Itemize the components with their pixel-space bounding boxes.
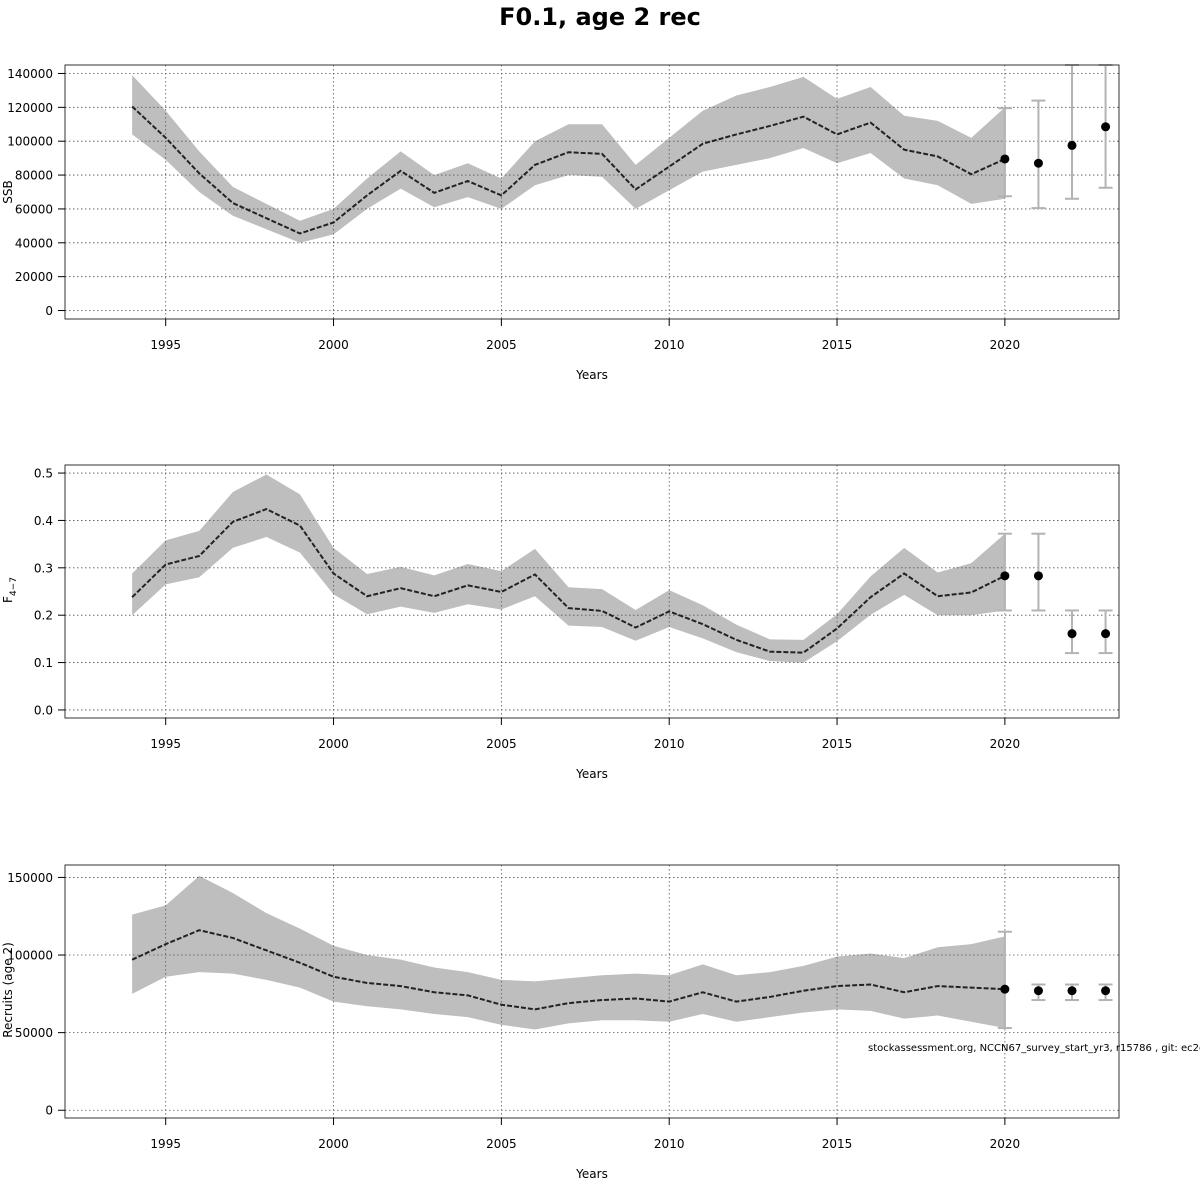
y-axis-label: F4−7 [1, 577, 19, 603]
y-tick-label: 80000 [15, 169, 53, 183]
forecast-point [1033, 986, 1043, 996]
y-tick-label: 0.3 [34, 561, 53, 575]
y-axis-label: SSB [1, 180, 15, 203]
x-tick-label: 2005 [486, 737, 517, 751]
confidence-band [132, 75, 1005, 243]
forecast-point [1000, 984, 1010, 994]
plot-frame [64, 464, 1120, 719]
x-tick-label: 1995 [150, 338, 181, 352]
x-tick-label: 2020 [990, 737, 1021, 751]
y-axis-label: Recruits (age 2) [1, 942, 15, 1038]
footnote: stockassessment.org, NCCN67_survey_start… [868, 1043, 1200, 1054]
x-tick-label: 2010 [654, 338, 685, 352]
x-tick-label: 2015 [822, 737, 853, 751]
x-tick-label: 2010 [654, 1137, 685, 1151]
x-axis-label: Years [575, 767, 608, 781]
forecast-point [1067, 986, 1077, 996]
x-tick-label: 2005 [486, 338, 517, 352]
estimate-line [131, 507, 1006, 654]
y-tick-label: 120000 [7, 101, 53, 115]
forecast-point [1033, 571, 1043, 581]
forecast-point [1000, 154, 1010, 164]
x-tick-label: 2010 [654, 737, 685, 751]
y-tick-label: 50000 [15, 1026, 53, 1040]
x-tick-label: 2020 [990, 338, 1021, 352]
y-tick-label: 0.4 [34, 514, 53, 528]
x-tick-label: 2000 [318, 737, 349, 751]
y-tick-label: 140000 [7, 67, 53, 81]
x-tick-label: 2000 [318, 1137, 349, 1151]
estimate-line [131, 929, 1005, 1011]
x-tick-label: 2015 [822, 1137, 853, 1151]
estimate-line [131, 105, 1006, 235]
y-tick-label: 0 [45, 304, 53, 318]
x-axis-label: Years [575, 1167, 608, 1181]
x-tick-label: 1995 [150, 737, 181, 751]
y-tick-label: 0.2 [34, 609, 53, 623]
fishing-mortality-panel: 1995 2000 2005 2010 2015 2020 0.0 0.1 0.2 0.3 0.4 0… [1, 464, 1120, 781]
x-axis-label: Years [575, 368, 608, 382]
recruits-panel: 1995 2000 2005 2010 2015 2020 0 50000 100000 1500… [1, 864, 1120, 1181]
y-tick-label: 40000 [15, 236, 53, 250]
x-tick-label: 2015 [822, 338, 853, 352]
forecast-point [1067, 140, 1077, 150]
y-tick-label: 20000 [15, 270, 53, 284]
forecast-point [1033, 158, 1043, 168]
y-tick-label: 100000 [7, 949, 53, 963]
x-tick-label: 1995 [150, 1137, 181, 1151]
y-tick-label: 150000 [7, 871, 53, 885]
forecast-point [1101, 986, 1111, 996]
y-tick-label: 0 [45, 1104, 53, 1118]
y-tick-label: 0.5 [34, 467, 53, 481]
page-title: F0.1, age 2 rec [499, 3, 701, 31]
y-tick-label: 60000 [15, 202, 53, 216]
x-tick-label: 2000 [318, 338, 349, 352]
plot-frame [64, 64, 1120, 320]
plot-frame [64, 864, 1120, 1119]
y-tick-label: 100000 [7, 135, 53, 149]
ssb-panel: 1995 2000 2005 2010 2015 2020 0 20000 40000 60000… [1, 64, 1120, 382]
confidence-band [132, 474, 1005, 663]
forecast-point [1101, 629, 1111, 639]
x-tick-label: 2020 [990, 1137, 1021, 1151]
y-tick-label: 0.0 [34, 703, 53, 717]
forecast-point [1067, 629, 1077, 639]
forecast-point [1000, 571, 1010, 581]
y-tick-label: 0.1 [34, 656, 53, 670]
confidence-band [132, 875, 1005, 1030]
x-tick-label: 2005 [486, 1137, 517, 1151]
forecast-point [1101, 122, 1111, 132]
